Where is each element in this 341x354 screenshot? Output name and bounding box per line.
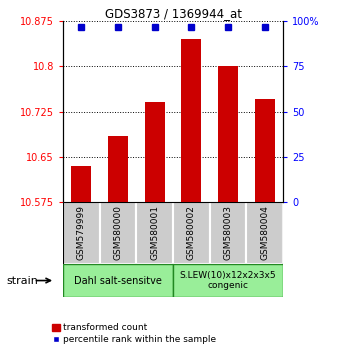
Bar xyxy=(145,102,165,202)
FancyBboxPatch shape xyxy=(210,202,246,264)
Bar xyxy=(71,166,91,202)
Text: strain: strain xyxy=(7,275,39,286)
Bar xyxy=(218,66,238,202)
Title: GDS3873 / 1369944_at: GDS3873 / 1369944_at xyxy=(105,7,241,20)
FancyBboxPatch shape xyxy=(63,264,173,297)
FancyBboxPatch shape xyxy=(100,202,136,264)
FancyBboxPatch shape xyxy=(173,202,210,264)
Legend: transformed count, percentile rank within the sample: transformed count, percentile rank withi… xyxy=(49,320,220,348)
FancyBboxPatch shape xyxy=(173,264,283,297)
Text: Dahl salt-sensitve: Dahl salt-sensitve xyxy=(74,275,162,286)
FancyBboxPatch shape xyxy=(63,202,100,264)
Text: GSM580001: GSM580001 xyxy=(150,205,159,260)
Text: GSM579999: GSM579999 xyxy=(77,205,86,260)
Text: GSM580003: GSM580003 xyxy=(224,205,233,260)
FancyBboxPatch shape xyxy=(136,202,173,264)
Text: S.LEW(10)x12x2x3x5
congenic: S.LEW(10)x12x2x3x5 congenic xyxy=(180,271,276,290)
FancyBboxPatch shape xyxy=(246,202,283,264)
Bar xyxy=(108,136,128,202)
Text: GSM580002: GSM580002 xyxy=(187,205,196,260)
Text: GSM580004: GSM580004 xyxy=(260,205,269,260)
Bar xyxy=(181,39,202,202)
Text: GSM580000: GSM580000 xyxy=(114,205,122,260)
Bar xyxy=(255,99,275,202)
